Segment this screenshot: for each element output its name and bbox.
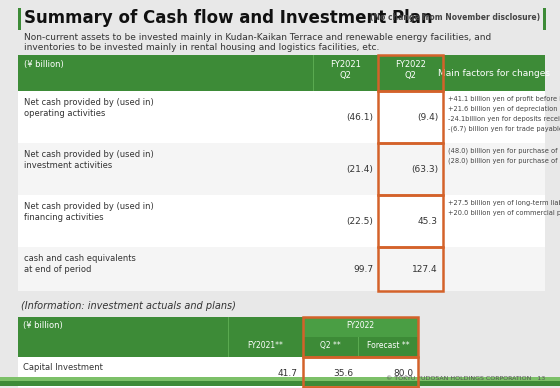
- Bar: [303, 337, 304, 357]
- Text: (46.1): (46.1): [346, 113, 373, 122]
- Text: (28.0) billion yen for purchase of securities and investment securities: (28.0) billion yen for purchase of secur…: [448, 158, 560, 165]
- Bar: [303, 317, 418, 357]
- Text: Non-current assets to be invested mainly in Kudan-Kaikan Terrace and renewable e: Non-current assets to be invested mainly…: [24, 33, 491, 42]
- Bar: [18, 8, 21, 30]
- Text: Main factors for changes: Main factors for changes: [438, 69, 550, 78]
- Text: Capital Investment: Capital Investment: [23, 363, 103, 372]
- Text: -24.1billion yen for deposits received for consignment sales: -24.1billion yen for deposits received f…: [448, 116, 560, 122]
- Text: +20.0 billion yen of commercial papers: +20.0 billion yen of commercial papers: [448, 210, 560, 216]
- Text: FY2021
Q2: FY2021 Q2: [330, 60, 361, 80]
- Bar: [18, 387, 418, 388]
- Bar: [18, 386, 418, 387]
- Text: +21.6 billion yen of depreciation: +21.6 billion yen of depreciation: [448, 106, 558, 112]
- Text: cash and cash equivalents: cash and cash equivalents: [24, 254, 136, 263]
- Text: -(6.7) billion yen for trade payables: -(6.7) billion yen for trade payables: [448, 126, 560, 132]
- Bar: [313, 55, 314, 91]
- Text: Summary of Cash flow and Investment Plan: Summary of Cash flow and Investment Plan: [24, 9, 433, 27]
- Bar: [18, 143, 545, 195]
- Text: 99.7: 99.7: [353, 265, 373, 274]
- Text: 45.3: 45.3: [418, 217, 438, 226]
- Bar: [378, 55, 379, 91]
- Text: 127.4: 127.4: [412, 265, 438, 274]
- Text: +27.5 billion yen of long-term liabilities: +27.5 billion yen of long-term liabiliti…: [448, 200, 560, 206]
- Bar: [228, 317, 229, 357]
- Bar: [303, 317, 418, 337]
- Bar: [378, 143, 443, 195]
- Text: FY2022
Q2: FY2022 Q2: [395, 60, 426, 80]
- Bar: [378, 195, 443, 247]
- Text: (21.4): (21.4): [346, 165, 373, 174]
- Bar: [18, 357, 418, 387]
- Text: inventories to be invested mainly in rental housing and logistics facilities, et: inventories to be invested mainly in ren…: [24, 43, 379, 52]
- Text: 80.0: 80.0: [393, 369, 413, 378]
- Text: FY2022: FY2022: [347, 321, 375, 330]
- Bar: [303, 387, 418, 388]
- Text: investment activities: investment activities: [24, 161, 112, 170]
- Text: (63.3): (63.3): [411, 165, 438, 174]
- Bar: [18, 142, 545, 143]
- Text: 35.6: 35.6: [333, 369, 353, 378]
- Bar: [0, 377, 560, 381]
- Text: Q2 **: Q2 **: [320, 341, 341, 350]
- Bar: [18, 246, 545, 247]
- Text: (48.0) billion yen for purchase of noncurrent assets: (48.0) billion yen for purchase of noncu…: [448, 148, 560, 154]
- Text: (Information: investment actuals and plans): (Information: investment actuals and pla…: [21, 301, 236, 311]
- Bar: [18, 317, 418, 337]
- Bar: [18, 247, 545, 291]
- Bar: [18, 55, 545, 91]
- Bar: [378, 247, 443, 291]
- Text: 41.7: 41.7: [278, 369, 298, 378]
- Bar: [378, 91, 443, 143]
- Bar: [543, 8, 546, 30]
- Text: operating activities: operating activities: [24, 109, 105, 118]
- Text: FY2021**: FY2021**: [248, 341, 283, 350]
- Bar: [358, 337, 359, 357]
- Bar: [18, 194, 545, 195]
- Text: Net cash provided by (used in): Net cash provided by (used in): [24, 150, 154, 159]
- Text: (¥ billion): (¥ billion): [24, 60, 64, 69]
- Text: Net cash provided by (used in): Net cash provided by (used in): [24, 98, 154, 107]
- Bar: [303, 357, 418, 387]
- Text: (No change from November disclosure): (No change from November disclosure): [370, 13, 540, 22]
- Text: +41.1 billion yen of profit before income taxes: +41.1 billion yen of profit before incom…: [448, 96, 560, 102]
- Text: (¥ billion): (¥ billion): [23, 321, 63, 330]
- Text: (22.5): (22.5): [346, 217, 373, 226]
- Bar: [0, 381, 560, 386]
- Bar: [378, 55, 443, 91]
- Text: Net cash provided by (used in): Net cash provided by (used in): [24, 202, 154, 211]
- Text: Forecast **: Forecast **: [367, 341, 409, 350]
- Bar: [18, 91, 545, 143]
- Bar: [18, 337, 418, 357]
- Text: (9.4): (9.4): [417, 113, 438, 122]
- Text: at end of period: at end of period: [24, 265, 91, 274]
- Bar: [18, 195, 545, 247]
- Text: financing activities: financing activities: [24, 213, 104, 222]
- Bar: [443, 55, 444, 91]
- Text: © TOKYU FUDOSAN HOLDINGS CORPORATION   13: © TOKYU FUDOSAN HOLDINGS CORPORATION 13: [386, 376, 545, 381]
